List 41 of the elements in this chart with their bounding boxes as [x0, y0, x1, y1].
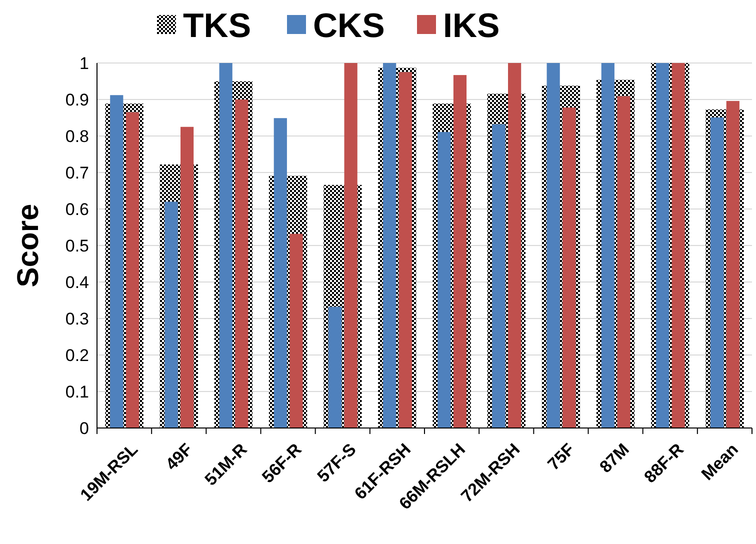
y-tick-label: 0.9: [65, 90, 89, 110]
y-tick-label: 0.4: [65, 272, 89, 292]
bar: [110, 95, 124, 428]
bar: [328, 306, 342, 428]
bar: [235, 100, 248, 428]
bar: [438, 132, 451, 428]
legend-label: TKS: [183, 7, 251, 46]
bar: [492, 124, 506, 428]
y-tick-label: 0: [80, 418, 89, 438]
bar: [164, 202, 178, 428]
bar: [508, 63, 522, 428]
bar: [546, 63, 560, 428]
bar: [126, 112, 140, 428]
bar: [710, 117, 724, 428]
y-tick-label: 0.1: [65, 382, 89, 402]
y-tick-label: 0.3: [65, 309, 89, 328]
bar: [274, 118, 287, 428]
bar: [656, 63, 670, 428]
y-tick-label: 0.6: [65, 200, 89, 219]
bar: [344, 63, 358, 428]
bar: [617, 96, 630, 428]
legend-label: CKS: [313, 7, 385, 46]
bar: [562, 108, 576, 428]
y-tick-label: 0.7: [65, 163, 89, 182]
bar: [672, 63, 685, 428]
bar: [601, 63, 614, 428]
y-axis-title: Score: [12, 204, 45, 288]
bar: [453, 75, 467, 428]
y-tick-label: 1: [80, 54, 89, 73]
legend-label: IKS: [443, 7, 500, 46]
x-tick-label: 49F: [162, 440, 196, 474]
bar: [180, 126, 194, 428]
bar: [726, 100, 740, 428]
bar: [219, 63, 232, 428]
bar: [290, 234, 303, 428]
y-tick-label: 0.8: [65, 126, 89, 146]
y-tick-label: 0.5: [65, 236, 89, 256]
x-tick-label: 75F: [544, 440, 578, 474]
bar: [383, 63, 396, 428]
bar: [398, 72, 412, 428]
y-tick-label: 0.2: [65, 346, 89, 365]
